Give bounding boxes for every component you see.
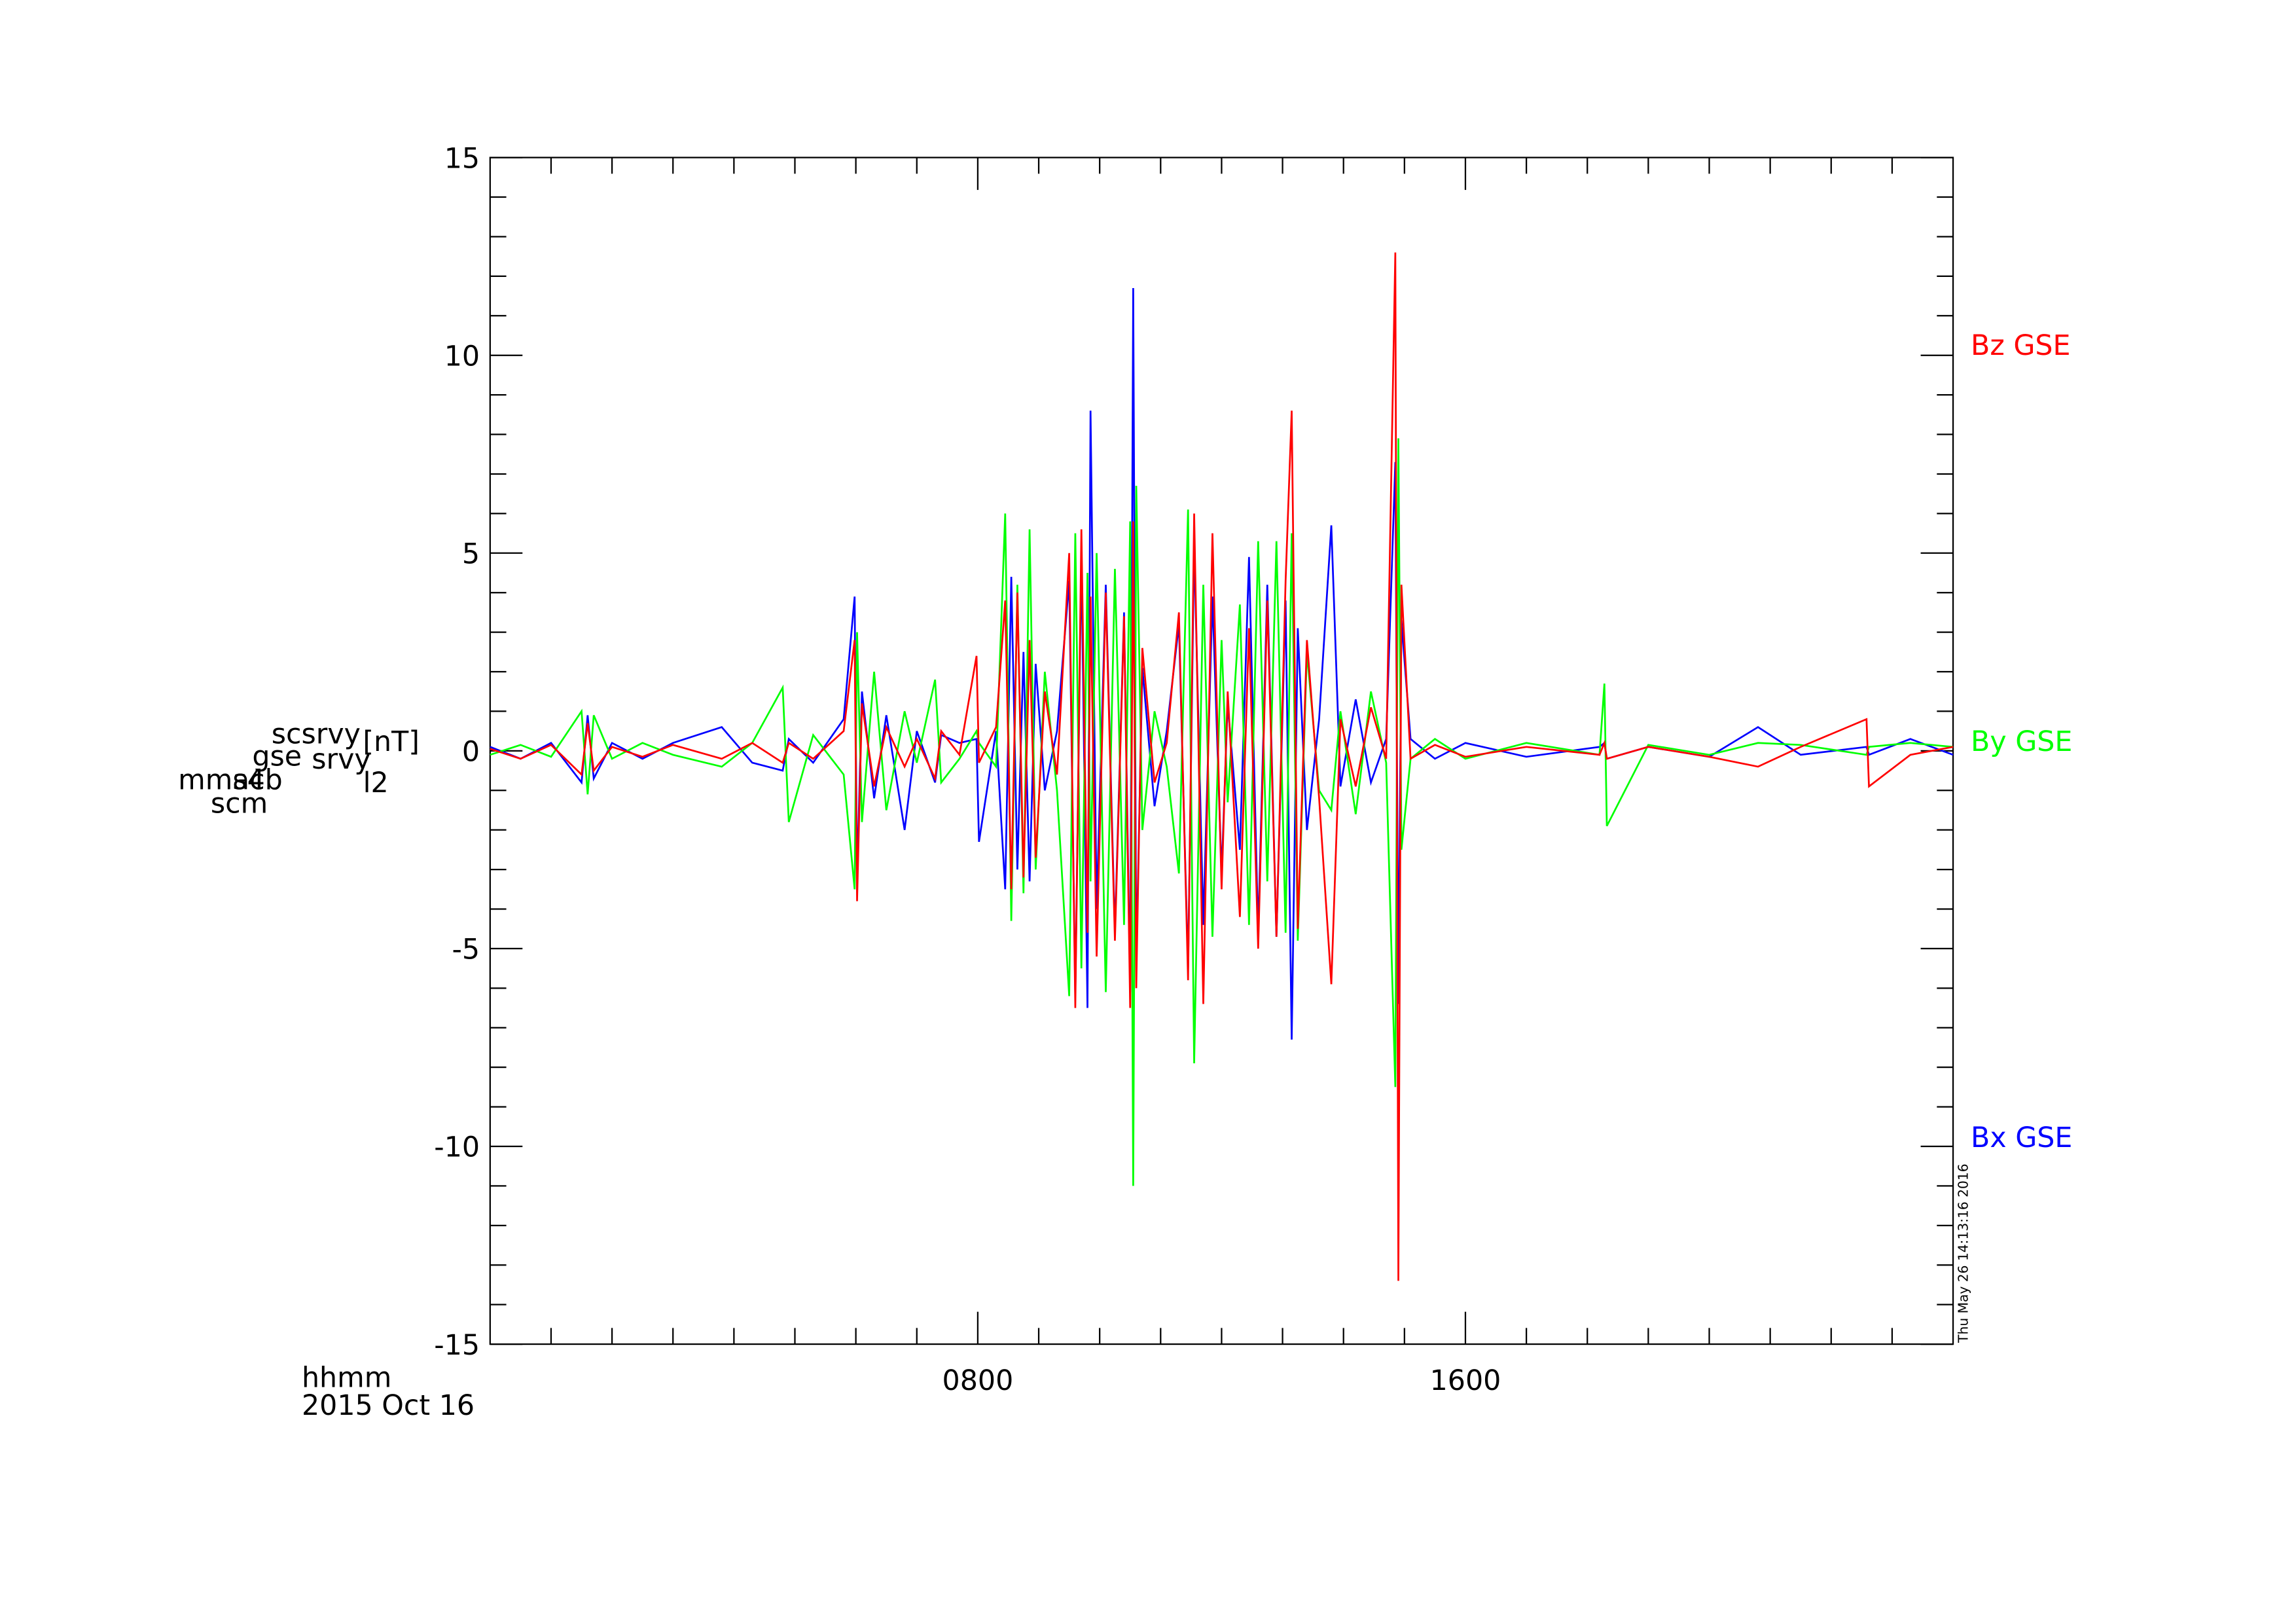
y-label: srvy [312,743,370,776]
y-tick-label: 0 [462,736,480,769]
y-label: gse [252,740,302,773]
series-line [490,252,1954,1281]
y-label: mms4 [178,763,265,796]
x-tick-label: 1600 [1430,1364,1501,1397]
y-label: scsrvy [272,718,361,751]
timestamp: Thu May 26 14:13:16 2016 [1956,1163,1971,1343]
y-label: scm [211,787,268,820]
y-tick-label: 15 [444,142,480,175]
y-tick-label: 5 [462,538,480,571]
plot-frame [489,156,1954,1345]
y-tick-label: 10 [444,340,480,373]
y-label: [nT] [363,725,420,758]
y-label: acb [232,763,283,796]
y-tick-label: -5 [452,934,480,966]
legend-label: By GSE [1971,725,2072,758]
legend-label: Bx GSE [1971,1122,2072,1154]
series-line [490,438,1954,1186]
legend-label: Bz GSE [1971,329,2071,362]
x-tick-label: 0800 [942,1364,1014,1397]
y-tick-label: -10 [434,1131,480,1164]
x-label: hhmm [302,1361,391,1394]
y-tick-label: -15 [434,1329,480,1362]
y-label: l2 [363,767,389,799]
x-label: 2015 Oct 16 [302,1389,475,1422]
